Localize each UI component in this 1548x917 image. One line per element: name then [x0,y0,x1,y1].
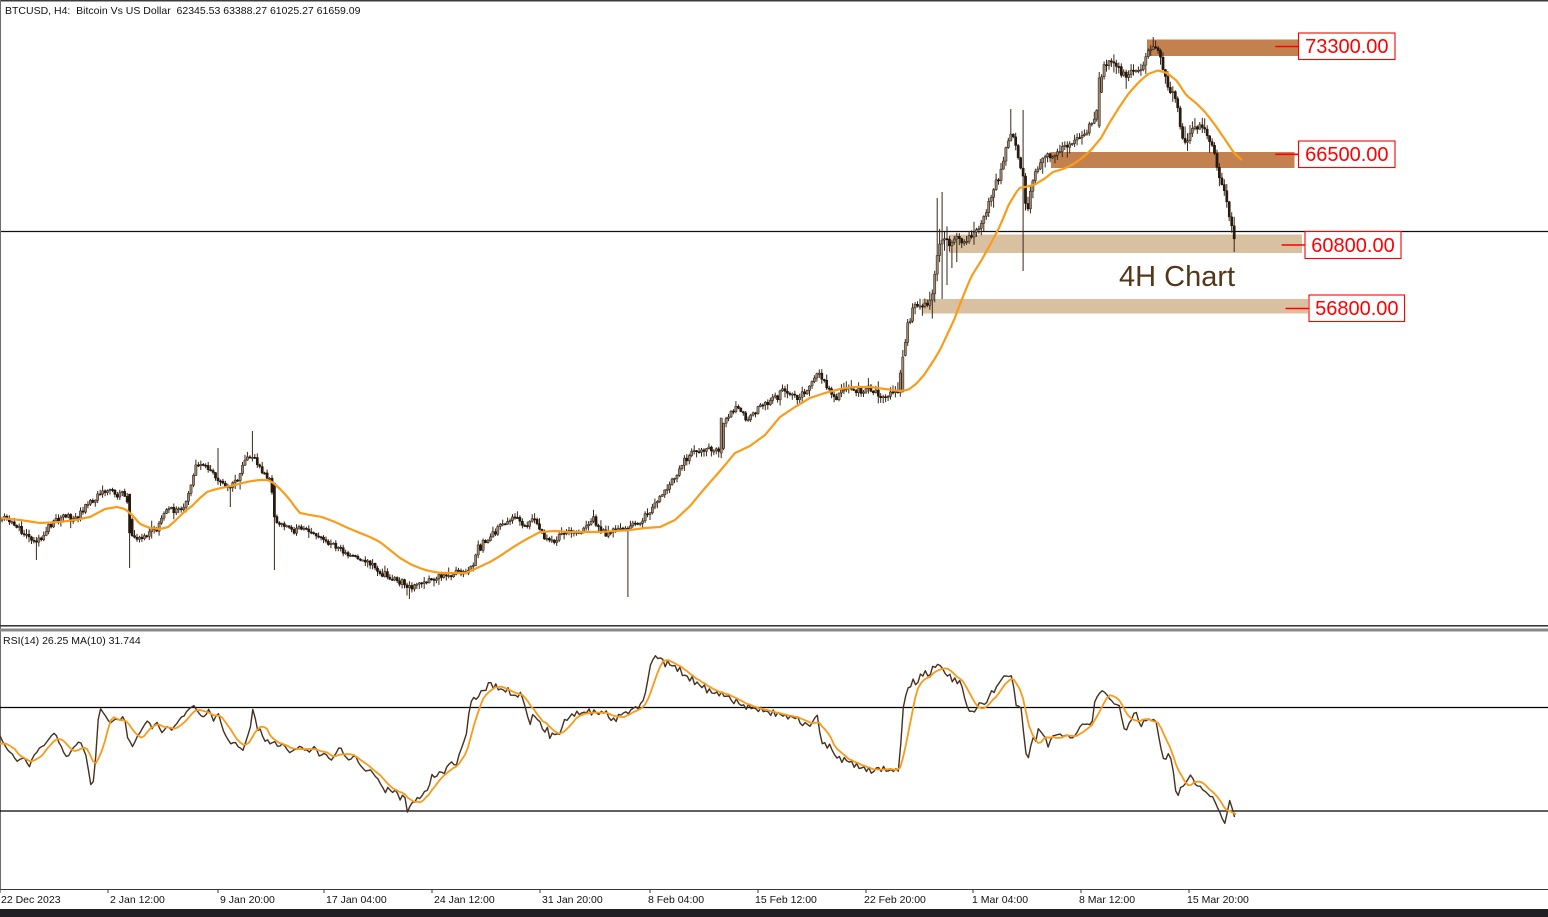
svg-text:15 Feb 12:00: 15 Feb 12:00 [755,894,817,906]
svg-text:9 Jan 20:00: 9 Jan 20:00 [220,894,275,906]
svg-text:BTCUSD, H4: Bitcoin Vs US Dol: BTCUSD, H4: Bitcoin Vs US Dollar 62345.5… [5,5,361,17]
svg-text:22 Feb 20:00: 22 Feb 20:00 [864,894,926,906]
svg-text:66500.00: 66500.00 [1305,144,1388,166]
svg-text:4H Chart: 4H Chart [1119,261,1235,293]
svg-text:31 Jan 20:00: 31 Jan 20:00 [542,894,603,906]
svg-text:73300.00: 73300.00 [1305,36,1388,58]
svg-text:RSI(14) 26.25 MA(10) 31.744: RSI(14) 26.25 MA(10) 31.744 [3,635,141,647]
svg-text:22 Dec 2023: 22 Dec 2023 [1,894,61,906]
svg-text:1 Mar 04:00: 1 Mar 04:00 [972,894,1028,906]
svg-text:8 Feb 04:00: 8 Feb 04:00 [648,894,704,906]
svg-text:17 Jan 04:00: 17 Jan 04:00 [326,894,387,906]
svg-text:24 Jan 12:00: 24 Jan 12:00 [434,894,495,906]
svg-text:2 Jan 12:00: 2 Jan 12:00 [110,894,165,906]
svg-text:8 Mar 12:00: 8 Mar 12:00 [1079,894,1135,906]
svg-text:56800.00: 56800.00 [1315,298,1398,320]
svg-text:15 Mar 20:00: 15 Mar 20:00 [1187,894,1249,906]
svg-text:60800.00: 60800.00 [1311,235,1394,257]
